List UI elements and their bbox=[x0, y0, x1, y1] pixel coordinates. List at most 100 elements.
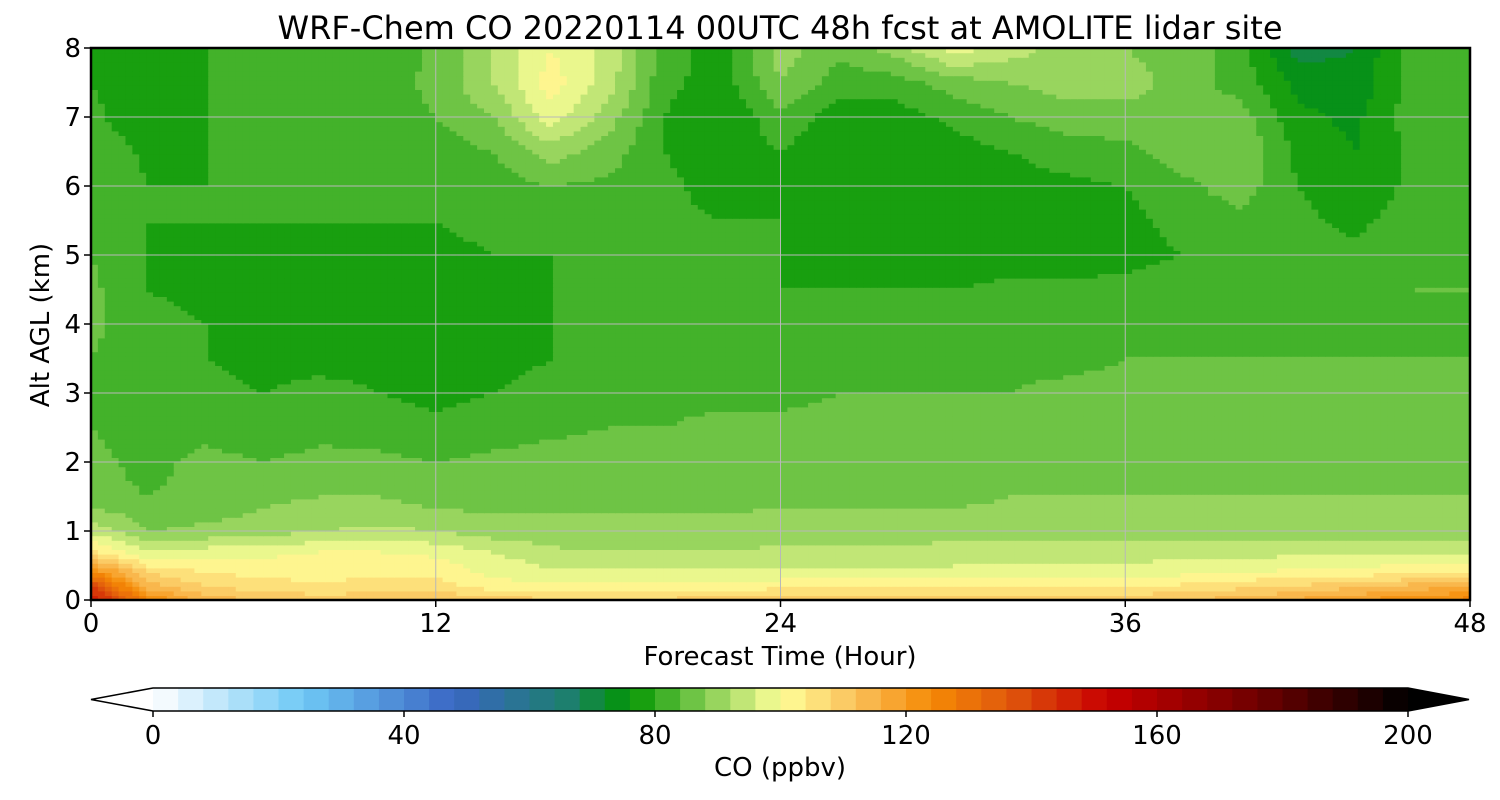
field-cell-4527 bbox=[966, 494, 975, 500]
field-cell-1273 bbox=[594, 567, 602, 573]
field-cell-2651 bbox=[442, 535, 451, 541]
field-cell-3703 bbox=[801, 512, 809, 518]
field-cell-3728 bbox=[973, 512, 982, 518]
field-cell-114 bbox=[877, 595, 885, 600]
field-cell-1596 bbox=[1442, 563, 1450, 569]
field-cell-3748 bbox=[1111, 512, 1119, 518]
field-cell-2435 bbox=[332, 540, 340, 546]
field-cell-545 bbox=[1090, 586, 1099, 592]
field-cell-1561 bbox=[1201, 563, 1209, 569]
field-cell-4757 bbox=[1173, 489, 1181, 495]
field-cell-377 bbox=[1311, 590, 1319, 596]
field-cell-3111 bbox=[856, 526, 864, 532]
field-cell-4411 bbox=[166, 494, 175, 500]
field-cell-1936 bbox=[1028, 554, 1037, 560]
field-cell-2801 bbox=[97, 531, 106, 537]
field-cell-3426 bbox=[270, 517, 278, 523]
field-cell-3917 bbox=[897, 508, 906, 514]
field-cell-1278 bbox=[628, 567, 637, 573]
field-cell-3099 bbox=[773, 526, 782, 532]
field-cell-700 bbox=[780, 581, 788, 587]
field-cell-636 bbox=[339, 581, 347, 587]
field-cell-3406 bbox=[132, 517, 140, 523]
field-cell-3541 bbox=[1063, 517, 1071, 523]
field-cell-1210 bbox=[159, 567, 168, 573]
field-cell-2960 bbox=[1194, 531, 1202, 537]
field-cell-2654 bbox=[463, 535, 471, 541]
field-cell-3581 bbox=[1338, 517, 1347, 523]
field-cell-1539 bbox=[1049, 563, 1057, 569]
field-cell-4762 bbox=[1207, 489, 1216, 495]
field-cell-983 bbox=[1352, 577, 1361, 583]
field-cell-2636 bbox=[339, 535, 347, 541]
field-cell-3577 bbox=[1311, 517, 1319, 523]
field-cell-2236 bbox=[339, 544, 347, 550]
field-cell-477 bbox=[621, 586, 630, 592]
field-cell-4671 bbox=[580, 489, 589, 495]
field-cell-4316 bbox=[890, 498, 899, 504]
field-cell-613 bbox=[180, 581, 189, 587]
field-cell-2382 bbox=[1345, 544, 1354, 550]
field-cell-2838 bbox=[353, 531, 361, 537]
field-cell-52 bbox=[449, 595, 458, 600]
field-cell-3782 bbox=[1345, 512, 1354, 518]
field-cell-3840 bbox=[366, 508, 375, 514]
field-cell-4503 bbox=[801, 494, 809, 500]
field-cell-4025 bbox=[263, 503, 271, 509]
field-cell-2663 bbox=[525, 535, 533, 541]
field-cell-2915 bbox=[883, 531, 892, 537]
field-cell-1237 bbox=[346, 567, 354, 573]
field-cell-2045 bbox=[401, 549, 409, 555]
field-cell-4197 bbox=[1449, 503, 1457, 509]
field-cell-128 bbox=[973, 595, 982, 600]
field-cell-708 bbox=[835, 581, 844, 587]
field-cell-2672 bbox=[587, 535, 595, 541]
field-cell-3834 bbox=[325, 508, 333, 514]
field-cell-2306 bbox=[821, 544, 830, 550]
field-cell-72 bbox=[587, 595, 595, 600]
field-cell-505 bbox=[814, 586, 823, 592]
field-cell-3786 bbox=[1373, 512, 1381, 518]
field-cell-412 bbox=[173, 586, 182, 592]
field-cell-3631 bbox=[304, 512, 313, 518]
field-cell-4314 bbox=[877, 498, 885, 504]
field-cell-816 bbox=[201, 577, 209, 583]
field-cell-884 bbox=[670, 577, 678, 583]
field-cell-4759 bbox=[1187, 489, 1195, 495]
field-cell-2583 bbox=[1352, 540, 1361, 546]
field-cell-4589 bbox=[1394, 494, 1402, 500]
field-cell-3442 bbox=[380, 517, 389, 523]
field-cell-2566 bbox=[1235, 540, 1244, 546]
field-cell-4993 bbox=[1421, 485, 1430, 491]
field-cell-2557 bbox=[1173, 540, 1181, 546]
field-cell-2141 bbox=[1063, 549, 1071, 555]
field-cell-3404 bbox=[118, 517, 127, 523]
field-cell-3465 bbox=[539, 517, 547, 523]
field-cell-1924 bbox=[945, 554, 954, 560]
field-cell-4219 bbox=[222, 498, 230, 504]
field-cell-2980 bbox=[1332, 531, 1340, 537]
field-cell-2675 bbox=[608, 535, 616, 541]
field-cell-355 bbox=[1159, 590, 1168, 596]
field-cell-36 bbox=[339, 595, 347, 600]
field-cell-3316 bbox=[890, 521, 899, 527]
field-cell-2410 bbox=[159, 540, 168, 546]
field-cell-3020 bbox=[228, 526, 237, 532]
field-cell-3546 bbox=[1097, 517, 1106, 523]
field-cell-3718 bbox=[904, 512, 913, 518]
field-cell-3028 bbox=[284, 526, 292, 532]
field-cell-3209 bbox=[153, 521, 161, 527]
field-cell-2193 bbox=[1421, 549, 1430, 555]
field-cell-3815 bbox=[194, 508, 202, 514]
field-cell-3118 bbox=[904, 526, 913, 532]
field-cell-4509 bbox=[842, 494, 851, 500]
field-cell-1562 bbox=[1207, 563, 1216, 569]
field-cell-78 bbox=[628, 595, 637, 600]
field-cell-833 bbox=[318, 577, 327, 583]
field-cell-2796 bbox=[1442, 535, 1450, 541]
field-cell-1786 bbox=[1373, 558, 1381, 564]
field-cell-3948 bbox=[1111, 508, 1119, 514]
field-cell-4854 bbox=[463, 485, 471, 491]
field-cell-851 bbox=[442, 577, 451, 583]
field-cell-735 bbox=[1021, 581, 1030, 587]
